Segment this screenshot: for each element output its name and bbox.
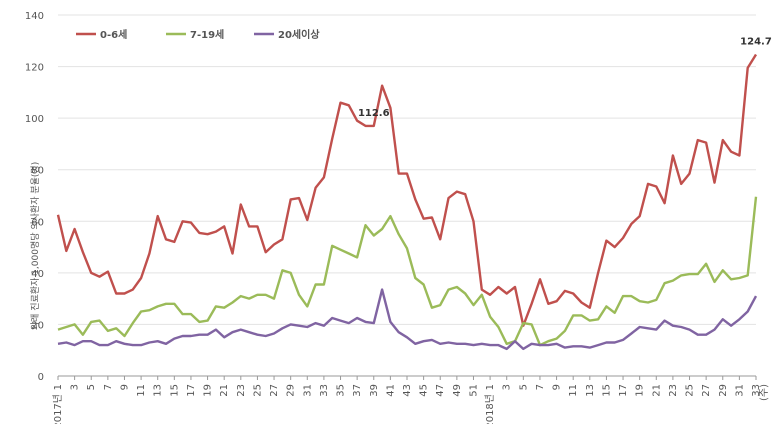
- x-tick-label: 17: [186, 384, 197, 397]
- x-tick-label: 19: [203, 384, 214, 397]
- y-tick-label: 20: [31, 320, 44, 331]
- x-tick-label: 5: [86, 384, 97, 390]
- x-year-label: 2017년: [52, 394, 64, 424]
- x-tick-label: 29: [718, 384, 729, 397]
- x-tick-label: 15: [169, 384, 180, 397]
- y-tick-label: 120: [25, 63, 44, 74]
- x-tick-label: 45: [419, 384, 430, 397]
- x-axis: 1 3 5 7 9 11 13 15 17 19 21 23 25 27 29 31 33 35 37 39 41 43 4…: [52, 376, 770, 424]
- x-tick-label: 11: [136, 384, 147, 397]
- legend: 0-6세 7-19세 20세이상: [76, 28, 320, 41]
- series-lines: [56, 53, 758, 351]
- gridlines: [58, 14, 756, 377]
- x-tick-label: 7: [103, 384, 114, 390]
- annotation-label: 124.7: [740, 36, 772, 47]
- x-tick-label: 25: [252, 384, 263, 397]
- x-tick-label: 25: [685, 384, 696, 397]
- x-tick-label: 37: [352, 384, 363, 397]
- x-tick-label: 13: [585, 384, 596, 397]
- x-tick-label: 3: [70, 384, 81, 390]
- legend-label: 7-19세: [190, 28, 224, 41]
- x-tick-label: 23: [236, 384, 247, 397]
- x-tick-label: 3: [502, 384, 513, 390]
- y-tick-label: 60: [31, 217, 44, 228]
- y-axis: 0 20 40 60 80 100 120 140: [25, 11, 44, 383]
- x-tick-label: 21: [651, 384, 662, 397]
- series-line-1: [57, 196, 758, 347]
- annotations: 112.6 124.7: [358, 36, 772, 118]
- x-tick-label: 29: [286, 384, 297, 397]
- x-tick-label: 33: [319, 384, 330, 397]
- x-tick-label: 31: [734, 384, 745, 397]
- y-tick-label: 100: [25, 114, 44, 125]
- x-tick-label: 11: [568, 384, 579, 397]
- x-tick-label: 23: [668, 384, 679, 397]
- x-tick-label: 27: [269, 384, 280, 397]
- x-tick-label: 5: [518, 384, 529, 390]
- x-tick-label: 49: [452, 384, 463, 397]
- x-unit-label: (주): [759, 384, 770, 401]
- x-tick-label: 47: [435, 384, 446, 397]
- series-line-0: [56, 53, 758, 327]
- legend-label: 0-6세: [100, 28, 127, 41]
- x-tick-label: 31: [302, 384, 313, 397]
- x-tick-label: 9: [119, 384, 130, 390]
- x-tick-label: 21: [219, 384, 230, 397]
- y-tick-label: 0: [38, 372, 44, 383]
- x-tick-label: 1: [485, 384, 496, 390]
- y-tick-label: 80: [31, 166, 44, 177]
- x-tick-label: 7: [535, 384, 546, 390]
- y-tick-label: 40: [31, 269, 44, 280]
- x-tick-label: 27: [701, 384, 712, 397]
- series-line-2: [57, 288, 758, 351]
- x-tick-label: 41: [385, 384, 396, 397]
- x-tick-label: 1: [53, 384, 64, 390]
- x-tick-label: 51: [468, 384, 479, 397]
- x-tick-label: 33: [751, 384, 762, 397]
- x-tick-label: 39: [369, 384, 380, 397]
- x-tick-label: 43: [402, 384, 413, 397]
- x-year-label: 2018년: [484, 394, 496, 424]
- x-tick-label: 19: [635, 384, 646, 397]
- y-tick-label: 140: [25, 11, 44, 22]
- annotation-label: 112.6: [358, 108, 390, 119]
- x-tick-label: 35: [336, 384, 347, 397]
- x-tick-label: 17: [618, 384, 629, 397]
- y-axis-label: 외래 진료환자 1,000명당 의사환자 분율(명): [29, 162, 41, 330]
- legend-label: 20세이상: [278, 28, 320, 41]
- x-tick-label: 13: [153, 384, 164, 397]
- x-tick-label: 9: [552, 384, 563, 390]
- x-tick-label: 15: [601, 384, 612, 397]
